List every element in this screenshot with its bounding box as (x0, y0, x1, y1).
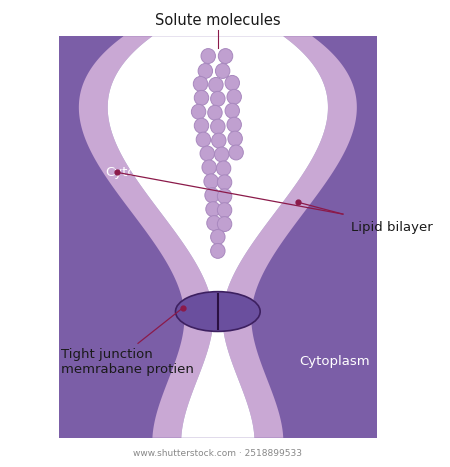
Ellipse shape (176, 292, 260, 332)
Circle shape (227, 117, 241, 132)
Circle shape (217, 217, 232, 232)
Circle shape (212, 133, 226, 148)
Circle shape (217, 189, 232, 204)
Circle shape (211, 119, 225, 134)
Circle shape (229, 145, 243, 160)
Polygon shape (79, 36, 213, 438)
Polygon shape (108, 36, 328, 438)
Circle shape (215, 147, 229, 162)
Circle shape (194, 90, 209, 105)
Circle shape (201, 49, 216, 64)
Circle shape (207, 216, 221, 231)
Circle shape (218, 49, 233, 64)
Circle shape (225, 76, 239, 90)
Circle shape (194, 118, 209, 133)
Circle shape (216, 64, 230, 78)
Text: Solute molecules: Solute molecules (155, 13, 281, 28)
Text: www.shutterstock.com · 2518899533: www.shutterstock.com · 2518899533 (133, 449, 302, 458)
Circle shape (191, 104, 206, 119)
Polygon shape (223, 36, 357, 438)
Circle shape (228, 131, 243, 146)
Circle shape (200, 146, 215, 161)
Circle shape (196, 132, 211, 147)
Text: Lipid bilayer: Lipid bilayer (351, 220, 432, 234)
Circle shape (217, 175, 232, 190)
Bar (59, 36, 377, 438)
Circle shape (198, 64, 212, 78)
Circle shape (211, 92, 225, 106)
Circle shape (209, 78, 223, 92)
Circle shape (211, 243, 225, 258)
Circle shape (206, 202, 220, 217)
Circle shape (204, 174, 218, 189)
Circle shape (217, 203, 232, 218)
Circle shape (227, 89, 241, 104)
Circle shape (225, 103, 239, 118)
Text: Cytoplasm: Cytoplasm (300, 355, 370, 368)
Circle shape (205, 188, 219, 203)
Text: Tight junction
memrabane protien: Tight junction memrabane protien (61, 348, 194, 376)
Text: Cytoplasm: Cytoplasm (105, 166, 176, 179)
Circle shape (202, 160, 216, 175)
Circle shape (194, 77, 208, 92)
Circle shape (216, 161, 231, 176)
Circle shape (208, 105, 222, 120)
Circle shape (211, 229, 225, 244)
